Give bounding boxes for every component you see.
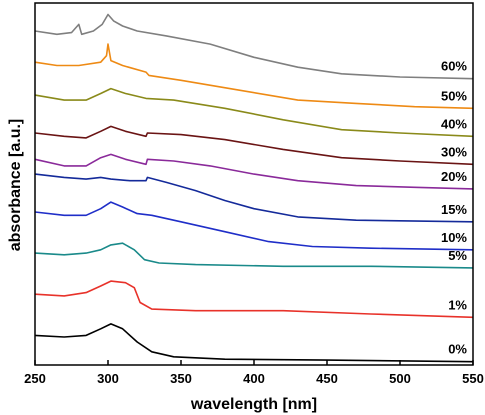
series-label-3: 10% [441,230,467,245]
series-line-9 [34,13,474,80]
x-tick-label-2: 350 [170,371,192,386]
x-axis: 250 300 350 400 450 500 550 [24,360,484,386]
series-label-2: 5% [448,248,467,263]
series-line-3 [34,201,474,251]
series-lines [34,13,474,363]
series-line-6 [34,125,474,166]
x-tick-label-3: 400 [243,371,265,386]
y-axis-title: absorbance [a.u.] [7,119,24,251]
series-line-4 [34,173,474,223]
series-label-4: 15% [441,202,467,217]
series-line-2 [34,242,474,269]
x-tick-label-5: 500 [389,371,411,386]
series-labels: 0% 1% 5% 10% 15% 20% 30% 40% 50% 60% [441,59,467,357]
series-line-5 [34,153,474,190]
series-line-1 [34,280,474,319]
series-label-0: 0% [448,342,467,357]
series-line-0 [34,323,474,363]
series-line-7 [34,87,474,138]
x-tick-label-6: 550 [462,371,484,386]
series-label-7: 40% [441,116,467,131]
series-label-9: 60% [441,59,467,74]
x-tick-label-1: 300 [97,371,119,386]
series-label-8: 50% [441,88,467,103]
series-line-8 [34,43,474,110]
x-tick-label-0: 250 [24,371,46,386]
x-axis-title: wavelength [nm] [190,396,317,413]
x-tick-label-4: 450 [316,371,338,386]
series-label-5: 20% [441,169,467,184]
series-label-6: 30% [441,144,467,159]
series-label-1: 1% [448,297,467,312]
